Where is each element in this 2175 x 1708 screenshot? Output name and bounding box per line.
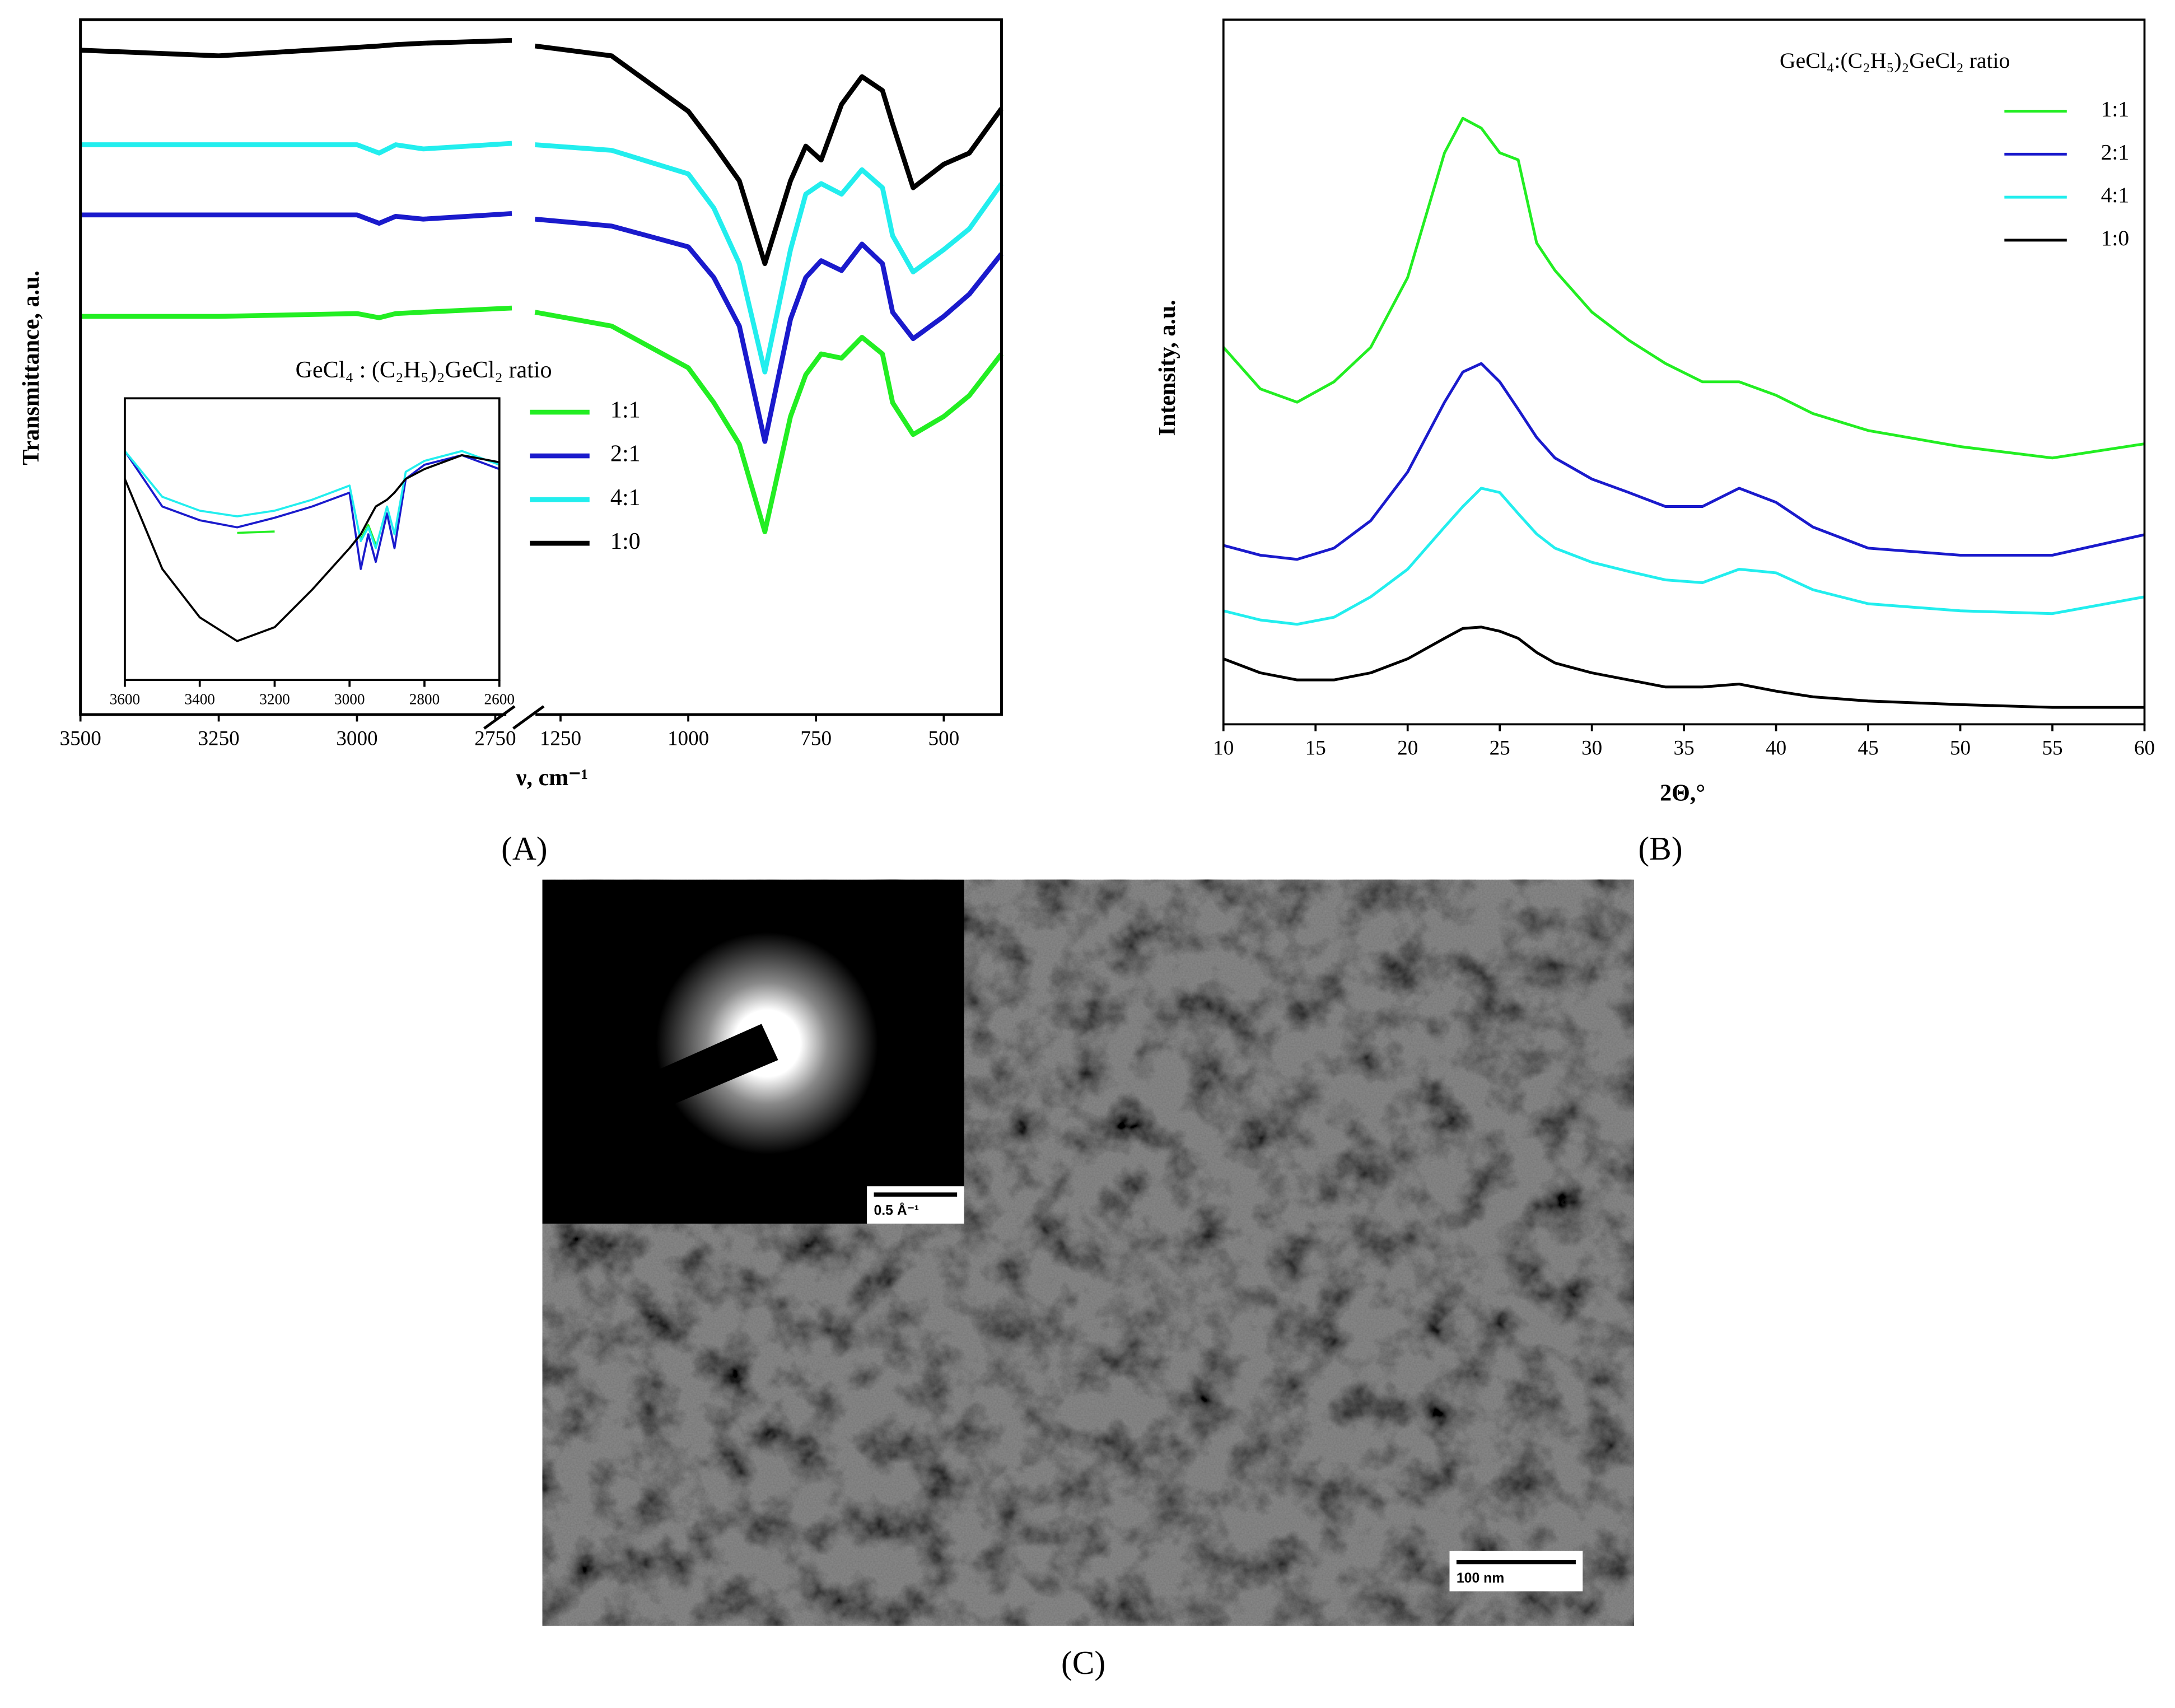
axis-break — [512, 705, 545, 730]
data-line — [124, 454, 500, 642]
scale-bar-label: 100 nm — [1457, 1571, 1504, 1586]
y-axis-label: Intensity, a.u. — [1154, 300, 1180, 436]
x-tick-label: 60 — [2134, 737, 2155, 760]
x-tick-label: 35 — [1674, 737, 1695, 760]
data-line — [1222, 116, 2145, 460]
legend-label: 1:1 — [610, 397, 641, 423]
x-tick-label: 55 — [2042, 737, 2062, 760]
chart: 3500 3250 3000 2750 1250 1000 750 500 ν, cm⁻¹ Tra… — [18, 18, 1004, 867]
chart: 10 15 20 25 30 35 40 45 50 55 60 2Θ,° Intensity, a.u… — [1154, 18, 2155, 867]
x-tick-label: 45 — [1858, 737, 1879, 760]
x-tick-label: 2750 — [474, 727, 516, 750]
x-tick-label: 1250 — [540, 727, 581, 750]
x-tick-label: 40 — [1766, 737, 1786, 760]
x-tick-label: 3000 — [336, 727, 377, 750]
x-tick-label: 3250 — [198, 727, 239, 750]
legend-label: 4:1 — [610, 484, 641, 511]
data-line — [1223, 487, 2145, 626]
data-line — [535, 216, 1004, 444]
legend-label: 1:0 — [610, 528, 641, 554]
data-line — [534, 310, 1004, 534]
panel-label: (B) — [1638, 830, 1682, 867]
x-tick-label: 1000 — [668, 727, 709, 750]
scale-bar-box — [1449, 1551, 1583, 1592]
x-tick-label: 20 — [1397, 737, 1418, 760]
data-line — [237, 530, 275, 534]
legend: GeCl₄ : (C₂H₅)₂GeCl₂ ratio 1:1 2:1 4:1 1:0 — [296, 357, 641, 554]
x-axis-label: ν, cm⁻¹ — [516, 764, 588, 791]
data-line — [80, 141, 512, 156]
y-axis-label: Transmittance, a.u. — [18, 270, 44, 465]
tem-image: 0.5 Å⁻¹ 100 nm — [542, 879, 1634, 1626]
x-tick-label: 30 — [1581, 737, 1602, 760]
legend-label: 2:1 — [2101, 139, 2130, 164]
x-tick-label: 3200 — [259, 690, 290, 707]
data-line — [534, 43, 1004, 267]
x-tick-label: 15 — [1305, 737, 1326, 760]
legend-title: GeCl₄:(C₂H₅)₂GeCl₂ ratio — [1780, 48, 2010, 73]
legend: GeCl₄:(C₂H₅)₂GeCl₂ ratio 1:1 2:1 4:1 1:0 — [1780, 48, 2129, 250]
chart: 3600 3400 3200 3000 2800 2600 — [110, 397, 515, 707]
data-line — [124, 450, 500, 570]
panel-label: (A) — [501, 830, 548, 867]
data-line — [80, 211, 512, 226]
x-tick-label: 10 — [1213, 737, 1234, 760]
plot-frame — [124, 397, 501, 681]
beam-stop — [542, 1024, 778, 1160]
data-line — [1222, 626, 2145, 709]
x-tick-label: 50 — [1950, 737, 1971, 760]
data-line — [80, 38, 512, 59]
panel-label: (C) — [1061, 1644, 1105, 1681]
x-tick-label: 2600 — [484, 690, 515, 707]
legend-label: 2:1 — [610, 441, 641, 467]
x-tick-label: 2800 — [409, 690, 440, 707]
data-line — [124, 450, 500, 549]
x-tick-label: 3600 — [110, 690, 140, 707]
scale-bar-label: 0.5 Å⁻¹ — [874, 1202, 920, 1218]
axis-break — [483, 705, 516, 730]
plot-frame — [79, 18, 1003, 716]
data-line — [535, 142, 1004, 375]
x-tick-label: 500 — [928, 727, 959, 750]
legend-title: GeCl₄ : (C₂H₅)₂GeCl₂ ratio — [296, 357, 552, 383]
legend-label: 1:0 — [2101, 226, 2130, 250]
x-axis-label: 2Θ,° — [1660, 780, 1705, 806]
x-tick-label: 3000 — [334, 690, 365, 707]
data-line — [80, 305, 512, 320]
legend-label: 1:1 — [2101, 97, 2130, 122]
data-line — [1223, 362, 2145, 561]
x-tick-label: 3400 — [184, 690, 214, 707]
x-tick-label: 25 — [1490, 737, 1510, 760]
x-tick-label: 750 — [800, 727, 832, 750]
x-tick-label: 3500 — [60, 727, 101, 750]
legend-label: 4:1 — [2101, 183, 2130, 207]
